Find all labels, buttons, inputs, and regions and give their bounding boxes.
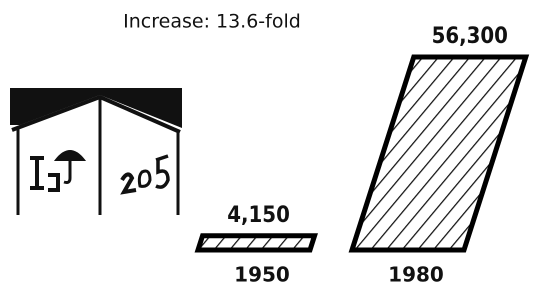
x-tick-label: 1980	[388, 263, 444, 287]
chart-title: Increase: 13.6-fold	[123, 11, 301, 33]
x-tick-label: 1950	[234, 263, 290, 287]
bar	[352, 57, 526, 250]
value-label: 56,300	[432, 24, 508, 49]
value-label: 4,150	[227, 203, 290, 228]
bar	[198, 236, 315, 250]
chart: Increase: 13.6-fold 4,150 1950 56,300 1980	[0, 0, 537, 292]
illustration	[10, 88, 182, 215]
